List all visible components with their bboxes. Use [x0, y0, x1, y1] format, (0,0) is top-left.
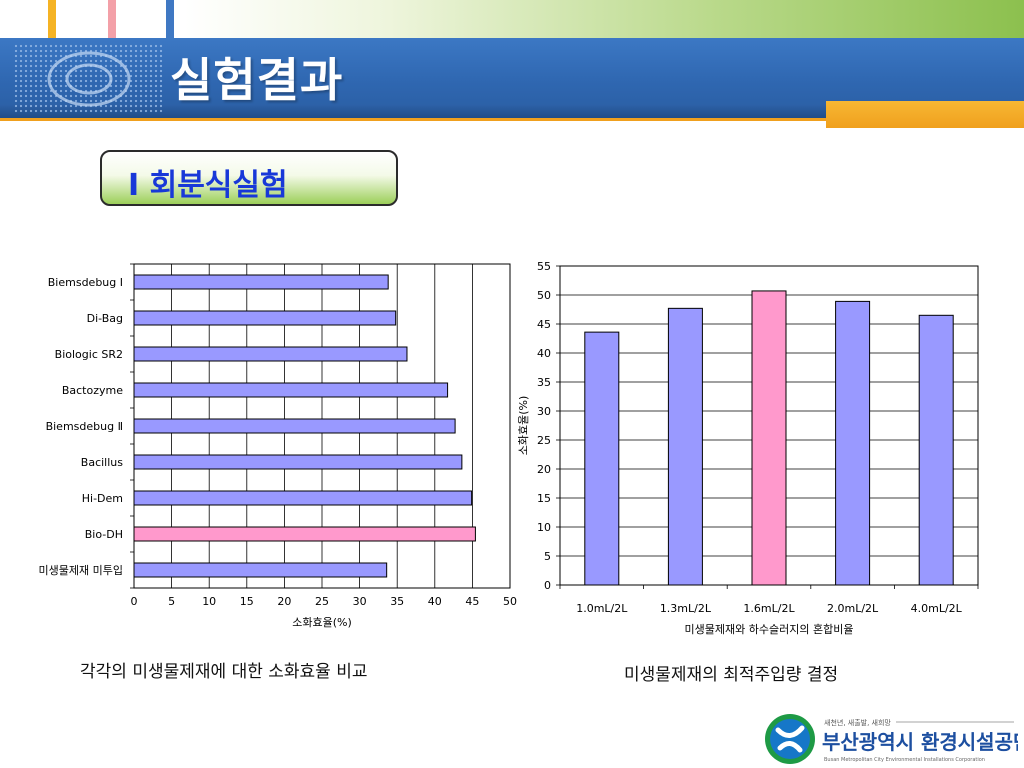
category-label: Di-Bag — [87, 312, 123, 325]
x-tick-label: 30 — [353, 595, 367, 608]
category-label: 1.3mL/2L — [660, 602, 712, 615]
x-tick-label: 15 — [240, 595, 254, 608]
y-tick-label: 10 — [537, 521, 551, 534]
category-label: Hi-Dem — [82, 492, 123, 505]
y-tick-label: 15 — [537, 492, 551, 505]
category-label: Bacillus — [81, 456, 123, 469]
org-tagline: 새천년, 새출발, 새희망 — [824, 718, 891, 727]
y-tick-label: 35 — [537, 376, 551, 389]
bar — [918, 314, 954, 586]
organization-logo: 새천년, 새출발, 새희망 부산광역시 환경시설공단 Busan Metropo… — [765, 714, 1018, 764]
x-axis-label: 미생물제재와 하수슬러지의 혼합비율 — [685, 622, 854, 636]
horizontal-bar-chart: 0 5 10 15 20 25 30 35 40 45 50 Biemsdebug Ⅰ Di-Bag Bi… — [39, 263, 517, 629]
x-tick-label: 45 — [465, 595, 479, 608]
category-label: 1.0mL/2L — [576, 602, 628, 615]
y-tick-label: 0 — [544, 579, 551, 592]
category-label: Biemsdebug Ⅰ — [48, 276, 123, 289]
bar — [133, 490, 473, 506]
x-tick-label: 50 — [503, 595, 517, 608]
category-label: Biologic SR2 — [55, 348, 123, 361]
y-tick-label: 30 — [537, 405, 551, 418]
left-chart-caption: 각각의 미생물제재에 대한 소화효율 비교 — [80, 662, 368, 682]
y-tick-label: 50 — [537, 289, 551, 302]
bar — [133, 562, 388, 578]
y-tick-label: 45 — [537, 318, 551, 331]
category-label: Bio-DH — [85, 528, 123, 541]
category-label: 4.0mL/2L — [911, 602, 963, 615]
bar — [133, 274, 389, 290]
x-tick-label: 5 — [168, 595, 175, 608]
right-chart-caption: 미생물제재의 최적주입량 결정 — [624, 665, 839, 685]
page-title: 실험결과 — [170, 53, 344, 107]
bar — [133, 310, 397, 326]
x-tick-label: 35 — [390, 595, 404, 608]
x-tick-label: 25 — [315, 595, 329, 608]
y-tick-label: 25 — [537, 434, 551, 447]
section-box — [100, 150, 398, 206]
bar — [835, 300, 871, 586]
category-label: 1.6mL/2L — [743, 602, 795, 615]
x-tick-label: 10 — [202, 595, 216, 608]
dot-pattern-icon — [14, 44, 164, 114]
bar — [751, 290, 787, 586]
header-gradient — [0, 0, 1024, 38]
org-name: 부산광역시 환경시설공단 — [822, 730, 1018, 754]
accent-bar — [826, 101, 1024, 128]
y-tick-label: 55 — [537, 260, 551, 273]
y-tick-label: 20 — [537, 463, 551, 476]
bar — [584, 331, 620, 586]
category-label: 2.0mL/2L — [827, 602, 879, 615]
bar — [133, 382, 449, 398]
y-axis-label: 소화효율(%) — [517, 396, 530, 456]
category-label: Biemsdebug Ⅱ — [46, 420, 123, 433]
title-banner-shade — [0, 104, 1024, 118]
y-tick-label: 5 — [544, 550, 551, 563]
category-label: Bactozyme — [62, 384, 123, 397]
y-tick-label: 40 — [537, 347, 551, 360]
vertical-bar-chart: 0 5 10 15 20 25 30 35 40 45 50 55 1.0mL/2L 1.3mL/2L 1.… — [517, 260, 979, 636]
header-stripe-pink — [108, 0, 116, 38]
section-title: Ⅰ 회분식실험 — [128, 168, 288, 203]
header-stripe-orange — [48, 0, 56, 38]
bar — [133, 418, 456, 434]
bar — [133, 454, 463, 470]
x-tick-label: 0 — [131, 595, 138, 608]
bar — [133, 526, 476, 542]
x-tick-label: 20 — [277, 595, 291, 608]
header-stripe-blue — [166, 0, 174, 38]
bar — [133, 346, 408, 362]
category-label: 미생물제재 미투입 — [39, 564, 123, 577]
bar — [667, 307, 703, 586]
x-axis-label: 소화효율(%) — [292, 616, 352, 629]
org-name-en: Busan Metropolitan City Environmental In… — [824, 757, 985, 763]
accent-line — [0, 118, 826, 121]
x-tick-label: 40 — [428, 595, 442, 608]
